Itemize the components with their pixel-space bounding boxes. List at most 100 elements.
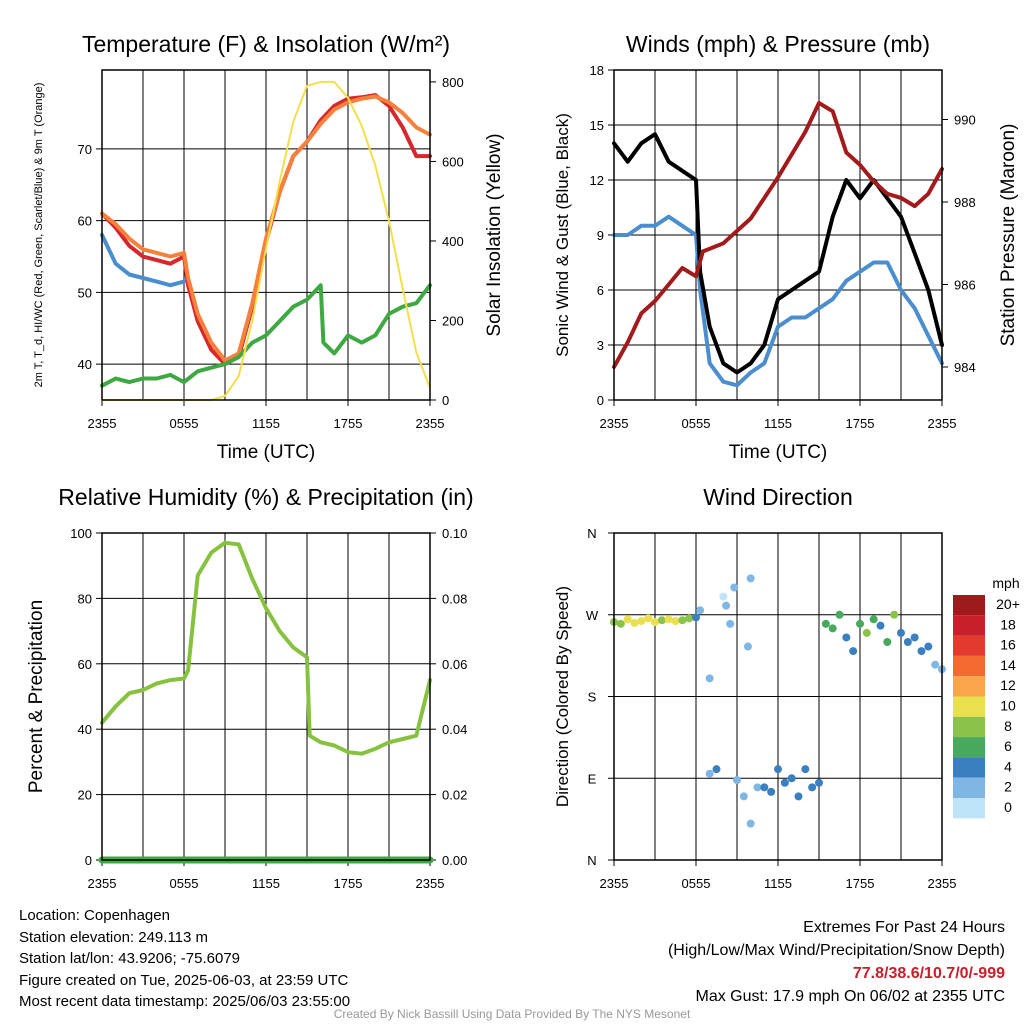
x-tick-label: 0555 [682,876,711,891]
plot-frame [613,532,943,861]
direction-point [712,765,721,774]
series-hi-wc [100,233,186,288]
direction-point [842,633,851,642]
direction-point [774,765,782,774]
direction-point [862,628,871,637]
series-station-pressure [612,101,944,369]
y-axis-label: 2m T, T_d, HI/WC (Red, Green, Scarlet/Bl… [33,83,45,388]
max-gust-text: Max Gust: 17.9 mph On 06/02 at 2355 UTC [695,988,1006,1005]
y-tick-label: 40 [78,722,92,737]
direction-point [917,647,926,656]
x-tick-label: 2355 [416,876,445,891]
extremes-box: Extremes For Past 24 Hours (High/Low/Max… [668,916,1005,1008]
direction-point [760,783,769,792]
colorbar-label: 16 [1000,637,1016,653]
extremes-heading: Extremes For Past 24 Hours [803,919,1005,936]
x-tick-label: 1155 [764,416,792,431]
direction-point [685,614,694,623]
colorbar-label: 12 [1000,677,1016,693]
y-tick-label: 60 [78,214,92,229]
direction-point [722,601,731,610]
x-tick-label: 2355 [88,416,117,431]
y-tick-label: 3 [597,338,604,353]
y2-tick-label: 400 [442,234,464,249]
direction-point [835,610,844,619]
x-tick-label: 0555 [682,416,711,431]
direction-point [808,783,817,792]
direction-point [733,776,741,785]
direction-point [678,616,687,625]
x-tick-label: 1755 [334,416,363,431]
y-axis-label: Direction (Colored By Speed) [553,586,572,807]
y-tick-label: 20 [78,788,92,803]
x-tick-label: 1755 [334,876,363,891]
y2-tick-label: 0.04 [442,722,467,737]
direction-point [637,617,646,626]
y-tick-label: S [588,690,597,705]
y-tick-label: 70 [78,142,92,157]
series-gust [612,132,944,375]
x-tick-label: 2355 [88,876,117,891]
x-axis-label: Time (UTC) [729,442,828,463]
direction-point [869,615,878,624]
x-tick-label: 1155 [764,876,792,891]
y2-axis-label: Solar Insolation (Yellow) [484,133,505,336]
latlon-text: Station lat/lon: 43.9206; -75.6079 [19,950,241,967]
y2-tick-label: 0.08 [442,591,467,606]
direction-point [657,616,666,625]
extremes-legend: (High/Low/Max Wind/Precipitation/Snow De… [667,942,1005,959]
y2-tick-label: 986 [954,278,976,293]
colorbar-label: 4 [1004,758,1012,774]
x-tick-label: 0555 [170,416,199,431]
direction-point [897,628,905,637]
x-tick-label: 2355 [928,876,957,891]
direction-point [664,615,673,624]
created-text: Figure created on Tue, 2025-06-03, at 23… [19,971,349,989]
rh-chart-title: Relative Humidity (%) & Precipitation (i… [58,484,473,510]
direction-point [767,787,776,796]
direction-point [876,621,885,630]
colorbar-swatch [953,798,985,819]
direction-point [780,778,789,787]
y-tick-label: 12 [590,173,604,188]
y2-axis-label: Station Pressure (Maroon) [998,124,1019,347]
direction-point [821,619,830,628]
y2-tick-label: 988 [954,195,976,210]
x-tick-label: 2355 [600,416,629,431]
series-t-d [100,283,432,388]
series-9m-t [100,94,432,363]
direction-point [903,638,912,646]
colorbar-label: 18 [1000,616,1016,632]
colorbar-label: 8 [1004,718,1012,734]
colorbar-label: 14 [1000,657,1016,673]
direction-point [692,613,700,622]
temp-chart-title: Temperature (F) & Insolation (W/m²) [82,31,450,57]
y-tick-label: E [588,771,597,786]
colorbar-label: 0 [1004,799,1012,815]
elevation-text: Station elevation: 249.113 m [19,928,209,946]
direction-chart-title: Wind Direction [703,484,853,510]
direction-point [705,674,714,683]
location-text: Location: Copenhagen [19,907,170,924]
direction-point [910,633,919,642]
direction-point [739,792,748,801]
series-sonic-wind [612,214,944,388]
y-tick-label: 18 [590,63,604,78]
colorbar-swatch [953,737,985,758]
colorbar-unit: mph [992,575,1019,591]
colorbar-label: 6 [1004,738,1012,754]
direction-point [815,778,823,787]
direction-point [849,647,858,656]
y-tick-label: 15 [590,118,604,133]
direction-point [616,619,625,628]
direction-point [883,638,892,646]
direction-point [746,574,755,583]
y2-tick-label: 600 [442,154,464,169]
direction-point [890,610,899,619]
y2-tick-label: 0.06 [442,657,467,672]
plot-frame [613,69,943,401]
colorbar-swatch [953,676,985,697]
x-axis-label: Time (UTC) [217,442,316,463]
direction-point [828,624,837,633]
